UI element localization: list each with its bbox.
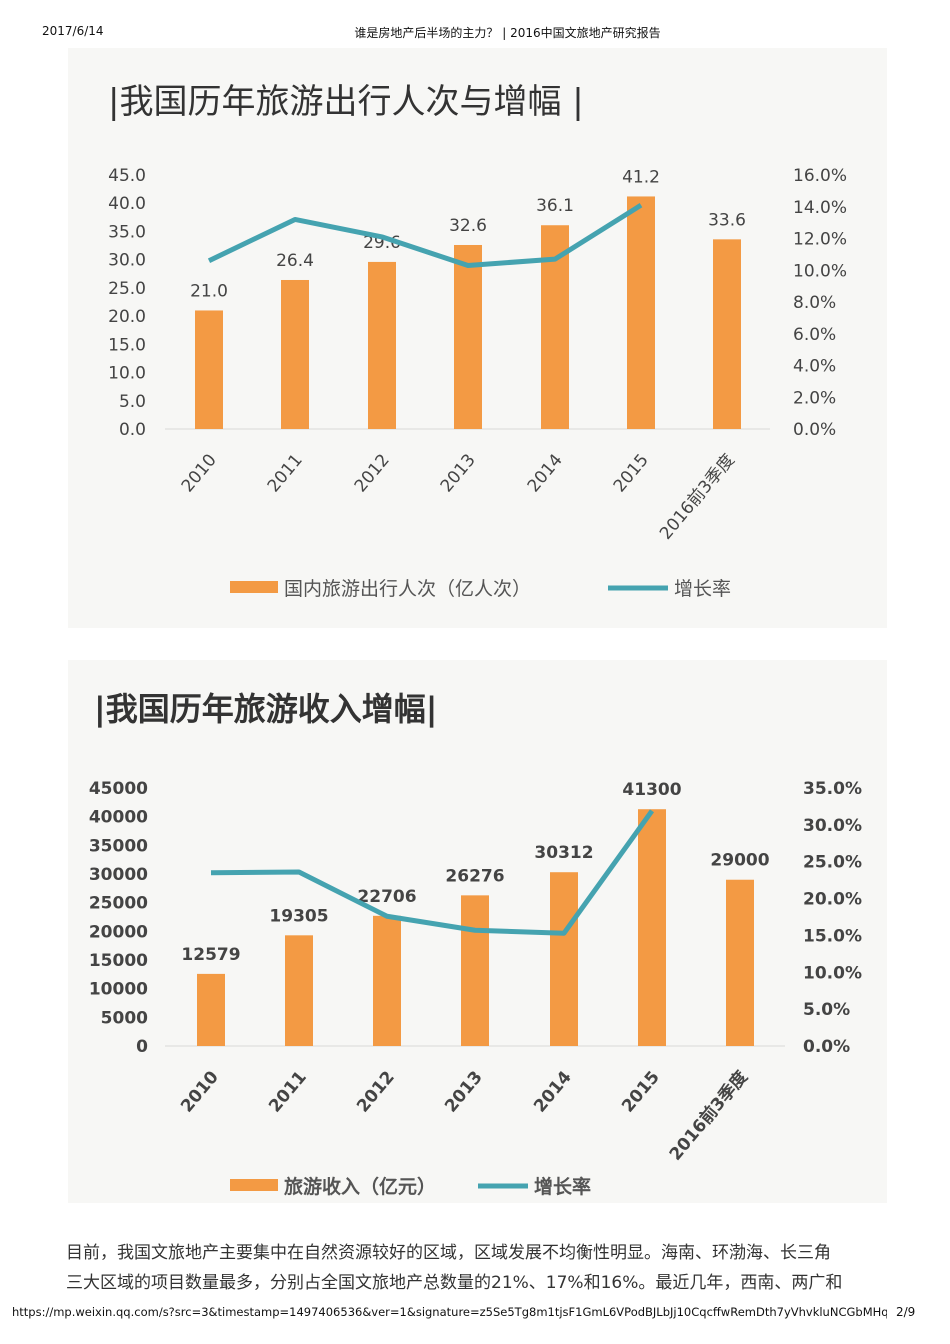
paragraph-line: 三大区域的项目数量最多，分别占全国文旅地产总数量的21%、17%和16%。最近几… bbox=[66, 1273, 843, 1293]
bar-data-label: 41300 bbox=[622, 780, 681, 800]
x-tick-label: 2014 bbox=[524, 450, 567, 496]
x-tick-label: 2011 bbox=[265, 1067, 311, 1116]
y-tick-label: 45000 bbox=[89, 779, 148, 799]
x-tick-label: 2015 bbox=[610, 450, 653, 496]
y-tick-label: 20.0 bbox=[108, 307, 146, 327]
y2-tick-label: 12.0% bbox=[793, 230, 847, 250]
y2-tick-label: 8.0% bbox=[793, 293, 836, 313]
legend-bar-label: 国内旅游出行人次（亿人次） bbox=[284, 578, 531, 600]
bar bbox=[281, 279, 309, 429]
bar bbox=[461, 895, 489, 1046]
print-date: 2017/6/14 bbox=[42, 24, 104, 38]
chart-title: |我国历年旅游收入增幅| bbox=[94, 690, 437, 729]
chart-panel-2: |我国历年旅游收入增幅| 0 5000 10000 15000 20000 25000 300… bbox=[68, 660, 887, 1203]
x-tick-label: 2013 bbox=[437, 450, 480, 496]
bar bbox=[627, 196, 655, 429]
y2-tick-label: 10.0% bbox=[803, 963, 862, 983]
x-tick-label: 2015 bbox=[618, 1067, 664, 1116]
bar-data-label: 19305 bbox=[269, 906, 328, 926]
y2-tick-label: 10.0% bbox=[793, 261, 847, 281]
bar bbox=[550, 872, 578, 1046]
bar-data-label: 32.6 bbox=[449, 216, 487, 236]
legend-bar-label: 旅游收入（亿元） bbox=[284, 1175, 436, 1198]
y2-tick-label: 35.0% bbox=[803, 779, 862, 799]
legend-bar-swatch bbox=[230, 581, 278, 593]
y-tick-label: 0.0 bbox=[119, 420, 146, 440]
y2-tick-label: 0.0% bbox=[793, 420, 836, 440]
bar bbox=[373, 915, 401, 1046]
bar-data-label: 26.4 bbox=[276, 251, 314, 271]
y-tick-label: 0 bbox=[136, 1037, 148, 1057]
x-tick-label: 2014 bbox=[530, 1067, 576, 1116]
body-paragraph: 目前，我国文旅地产主要集中在自然资源较好的区域，区域发展不均衡性明显。海南、环渤… bbox=[66, 1238, 896, 1298]
y2-tick-label: 30.0% bbox=[803, 816, 862, 836]
x-tick-label: 2012 bbox=[351, 450, 394, 496]
bar bbox=[454, 244, 482, 429]
y-tick-label: 35000 bbox=[89, 836, 148, 856]
x-tick-label: 2013 bbox=[441, 1067, 487, 1116]
growth-rate-line bbox=[207, 203, 643, 268]
y-tick-label: 5000 bbox=[101, 1008, 148, 1028]
bar-data-label: 22706 bbox=[357, 887, 416, 907]
y-tick-label: 25000 bbox=[89, 894, 148, 914]
y2-tick-label: 5.0% bbox=[803, 1000, 850, 1020]
y-tick-label: 15000 bbox=[89, 951, 148, 971]
bar bbox=[285, 935, 313, 1046]
y-tick-label: 35.0 bbox=[108, 222, 146, 242]
y2-tick-label: 2.0% bbox=[793, 388, 836, 408]
y2-tick-label: 6.0% bbox=[793, 325, 836, 345]
page-number: 2/9 bbox=[896, 1305, 916, 1319]
x-tick-label: 2010 bbox=[177, 1067, 223, 1116]
x-tick-label: 2012 bbox=[353, 1067, 399, 1116]
x-tick-label: 2011 bbox=[264, 450, 307, 496]
bar bbox=[726, 879, 754, 1046]
legend-line-label: 增长率 bbox=[674, 578, 731, 600]
growth-rate-line bbox=[210, 809, 655, 936]
y2-tick-label: 16.0% bbox=[793, 166, 847, 186]
bar-data-label: 30312 bbox=[534, 843, 593, 863]
y-tick-label: 20000 bbox=[89, 922, 148, 942]
bar-data-label: 21.0 bbox=[190, 281, 228, 301]
y2-tick-label: 14.0% bbox=[793, 198, 847, 218]
chart-title: |我国历年旅游出行人次与增幅 | bbox=[108, 82, 584, 122]
y-tick-label: 30.0 bbox=[108, 251, 146, 271]
bar-data-label: 33.6 bbox=[708, 210, 746, 230]
y2-tick-label: 0.0% bbox=[803, 1037, 850, 1057]
print-url: https://mp.weixin.qq.com/s?src=3&timesta… bbox=[12, 1305, 887, 1319]
y2-tick-label: 4.0% bbox=[793, 357, 836, 377]
print-title: 谁是房地产后半场的主力？ | 2016中国文旅地产研究报告 bbox=[354, 26, 661, 40]
y-tick-label: 45.0 bbox=[108, 166, 146, 186]
x-tick-label: 2016前3季度 bbox=[656, 450, 739, 543]
y-tick-label: 40.0 bbox=[108, 194, 146, 214]
legend-bar-swatch bbox=[230, 1179, 278, 1191]
bar bbox=[713, 239, 741, 429]
bar-data-label: 12579 bbox=[181, 945, 240, 965]
bar-data-label: 41.2 bbox=[622, 167, 660, 187]
y2-tick-label: 25.0% bbox=[803, 853, 862, 873]
y-tick-label: 40000 bbox=[89, 808, 148, 828]
y-tick-label: 10000 bbox=[89, 980, 148, 1000]
bar bbox=[638, 809, 666, 1046]
paragraph-line: 目前，我国文旅地产主要集中在自然资源较好的区域，区域发展不均衡性明显。海南、环渤… bbox=[66, 1243, 831, 1263]
y-tick-label: 5.0 bbox=[119, 392, 146, 412]
y-tick-label: 25.0 bbox=[108, 279, 146, 299]
bar bbox=[368, 261, 396, 429]
chart-panel-1: |我国历年旅游出行人次与增幅 | 0.0 5.0 10.0 15.0 20.0 25.0 30… bbox=[68, 48, 887, 628]
y-tick-label: 30000 bbox=[89, 865, 148, 885]
chart-tourist-trips: |我国历年旅游出行人次与增幅 | 0.0 5.0 10.0 15.0 20.0 25.0 30… bbox=[108, 82, 847, 600]
bar-data-label: 36.1 bbox=[536, 196, 574, 216]
bar-data-label: 26276 bbox=[445, 866, 504, 886]
bar-data-label: 29000 bbox=[710, 851, 769, 871]
x-tick-label: 2010 bbox=[178, 450, 221, 496]
y-tick-label: 10.0 bbox=[108, 364, 146, 384]
y-tick-label: 15.0 bbox=[108, 335, 146, 355]
bar bbox=[195, 310, 223, 429]
y2-tick-label: 20.0% bbox=[803, 890, 862, 910]
legend-line-label: 增长率 bbox=[534, 1175, 591, 1198]
chart-tourism-revenue: |我国历年旅游收入增幅| 0 5000 10000 15000 20000 25000 300… bbox=[89, 690, 862, 1198]
bar bbox=[197, 973, 225, 1046]
x-tick-label: 2016前3季度 bbox=[665, 1066, 753, 1165]
y2-tick-label: 15.0% bbox=[803, 926, 862, 946]
